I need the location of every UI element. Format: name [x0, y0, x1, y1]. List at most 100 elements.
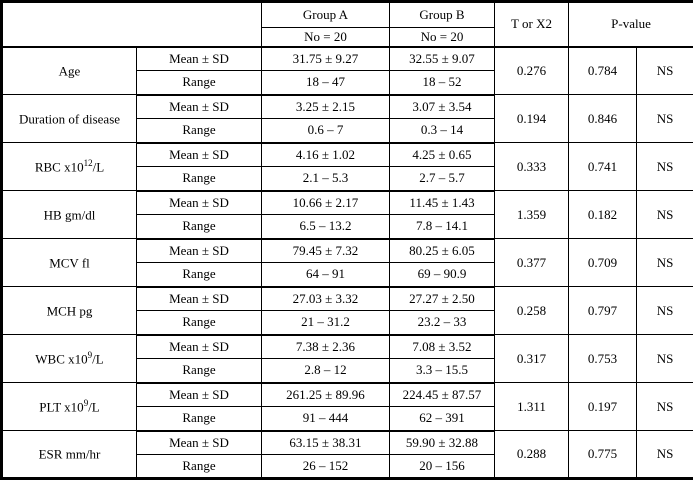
- parameter-label-text: Age: [59, 63, 81, 78]
- t-or-x2-value: 0.258: [495, 287, 569, 335]
- group-b-range: 7.8 – 14.1: [390, 215, 495, 239]
- p-value: 0.197: [569, 383, 637, 431]
- group-a-range: 2.8 – 12: [262, 359, 390, 383]
- parameter-label-text: MCH pg: [47, 303, 93, 318]
- significance: NS: [637, 239, 693, 287]
- parameter-label: ESR mm/hr: [2, 431, 137, 479]
- stat-label-range: Range: [137, 359, 262, 383]
- stat-label-mean-sd: Mean ± SD: [137, 383, 262, 407]
- header-n-group-a: No = 20: [262, 28, 390, 47]
- header-row-1: Group A Group B T or X2 P-value: [2, 2, 693, 28]
- group-a-range: 2.1 – 5.3: [262, 167, 390, 191]
- significance: NS: [637, 191, 693, 239]
- significance: NS: [637, 287, 693, 335]
- group-b-mean-sd: 3.07 ± 3.54: [390, 95, 495, 119]
- header-group-a: Group A: [262, 2, 390, 28]
- stat-label-range: Range: [137, 407, 262, 431]
- stat-label-mean-sd: Mean ± SD: [137, 95, 262, 119]
- group-b-mean-sd: 4.25 ± 0.65: [390, 143, 495, 167]
- parameter-label: Age: [2, 47, 137, 95]
- group-a-range: 21 – 31.2: [262, 311, 390, 335]
- parameter-label-text: HB gm/dl: [44, 207, 96, 222]
- p-value: 0.784: [569, 47, 637, 95]
- table-row-mean: Duration of disease Mean ± SD 3.25 ± 2.1…: [2, 95, 693, 119]
- table-row-mean: ESR mm/hr Mean ± SD 63.15 ± 38.31 59.90 …: [2, 431, 693, 455]
- parameter-label-suffix: /L: [93, 159, 105, 174]
- t-or-x2-value: 0.288: [495, 431, 569, 479]
- p-value: 0.797: [569, 287, 637, 335]
- stat-label-range: Range: [137, 215, 262, 239]
- stat-label-mean-sd: Mean ± SD: [137, 191, 262, 215]
- parameter-label-text: Duration of disease: [19, 111, 120, 126]
- t-or-x2-value: 0.333: [495, 143, 569, 191]
- p-value: 0.182: [569, 191, 637, 239]
- group-a-range: 0.6 – 7: [262, 119, 390, 143]
- t-or-x2-value: 1.311: [495, 383, 569, 431]
- parameter-label-sup: 12: [84, 158, 93, 168]
- stat-label-mean-sd: Mean ± SD: [137, 431, 262, 455]
- p-value: 0.753: [569, 335, 637, 383]
- group-a-range: 91 – 444: [262, 407, 390, 431]
- header-p-value: P-value: [569, 2, 693, 47]
- group-b-range: 23.2 – 33: [390, 311, 495, 335]
- group-b-mean-sd: 80.25 ± 6.05: [390, 239, 495, 263]
- stat-label-mean-sd: Mean ± SD: [137, 239, 262, 263]
- table-row-mean: Age Mean ± SD 31.75 ± 9.27 32.55 ± 9.07 …: [2, 47, 693, 71]
- group-b-range: 3.3 – 15.5: [390, 359, 495, 383]
- group-b-range: 0.3 – 14: [390, 119, 495, 143]
- table-row-mean: RBC x1012/L Mean ± SD 4.16 ± 1.02 4.25 ±…: [2, 143, 693, 167]
- group-b-mean-sd: 59.90 ± 32.88: [390, 431, 495, 455]
- parameter-label-suffix: /L: [92, 351, 104, 366]
- parameter-label: HB gm/dl: [2, 191, 137, 239]
- parameter-label: PLT x109/L: [2, 383, 137, 431]
- p-value: 0.709: [569, 239, 637, 287]
- group-b-range: 2.7 – 5.7: [390, 167, 495, 191]
- parameter-label: MCV fl: [2, 239, 137, 287]
- group-b-mean-sd: 27.27 ± 2.50: [390, 287, 495, 311]
- table-row-mean: PLT x109/L Mean ± SD 261.25 ± 89.96 224.…: [2, 383, 693, 407]
- significance: NS: [637, 383, 693, 431]
- t-or-x2-value: 0.377: [495, 239, 569, 287]
- parameter-label-text: ESR mm/hr: [39, 447, 101, 462]
- significance: NS: [637, 335, 693, 383]
- stat-label-range: Range: [137, 167, 262, 191]
- t-or-x2-value: 0.276: [495, 47, 569, 95]
- group-b-range: 69 – 90.9: [390, 263, 495, 287]
- header-n-group-b: No = 20: [390, 28, 495, 47]
- stat-label-range: Range: [137, 71, 262, 95]
- group-a-mean-sd: 261.25 ± 89.96: [262, 383, 390, 407]
- significance: NS: [637, 95, 693, 143]
- parameter-label: MCH pg: [2, 287, 137, 335]
- stat-label-mean-sd: Mean ± SD: [137, 287, 262, 311]
- t-or-x2-value: 1.359: [495, 191, 569, 239]
- table-row-mean: HB gm/dl Mean ± SD 10.66 ± 2.17 11.45 ± …: [2, 191, 693, 215]
- group-a-mean-sd: 31.75 ± 9.27: [262, 47, 390, 71]
- stat-label-range: Range: [137, 119, 262, 143]
- parameter-label: RBC x1012/L: [2, 143, 137, 191]
- group-a-range: 26 – 152: [262, 455, 390, 479]
- header-group-b: Group B: [390, 2, 495, 28]
- header-empty-cell: [2, 2, 262, 47]
- p-value: 0.741: [569, 143, 637, 191]
- parameter-label-text: MCV fl: [49, 255, 90, 270]
- p-value: 0.846: [569, 95, 637, 143]
- t-or-x2-value: 0.194: [495, 95, 569, 143]
- group-a-mean-sd: 79.45 ± 7.32: [262, 239, 390, 263]
- group-a-mean-sd: 27.03 ± 3.32: [262, 287, 390, 311]
- stat-label-mean-sd: Mean ± SD: [137, 335, 262, 359]
- group-b-range: 20 – 156: [390, 455, 495, 479]
- significance: NS: [637, 47, 693, 95]
- parameter-label-suffix: /L: [88, 399, 100, 414]
- group-a-range: 18 – 47: [262, 71, 390, 95]
- group-a-mean-sd: 7.38 ± 2.36: [262, 335, 390, 359]
- group-b-range: 18 – 52: [390, 71, 495, 95]
- group-a-mean-sd: 10.66 ± 2.17: [262, 191, 390, 215]
- group-a-range: 6.5 – 13.2: [262, 215, 390, 239]
- stat-label-mean-sd: Mean ± SD: [137, 47, 262, 71]
- parameter-label-text: WBC x10: [35, 351, 87, 366]
- stat-label-range: Range: [137, 311, 262, 335]
- table-row-mean: MCV fl Mean ± SD 79.45 ± 7.32 80.25 ± 6.…: [2, 239, 693, 263]
- header-t-or-x2: T or X2: [495, 2, 569, 47]
